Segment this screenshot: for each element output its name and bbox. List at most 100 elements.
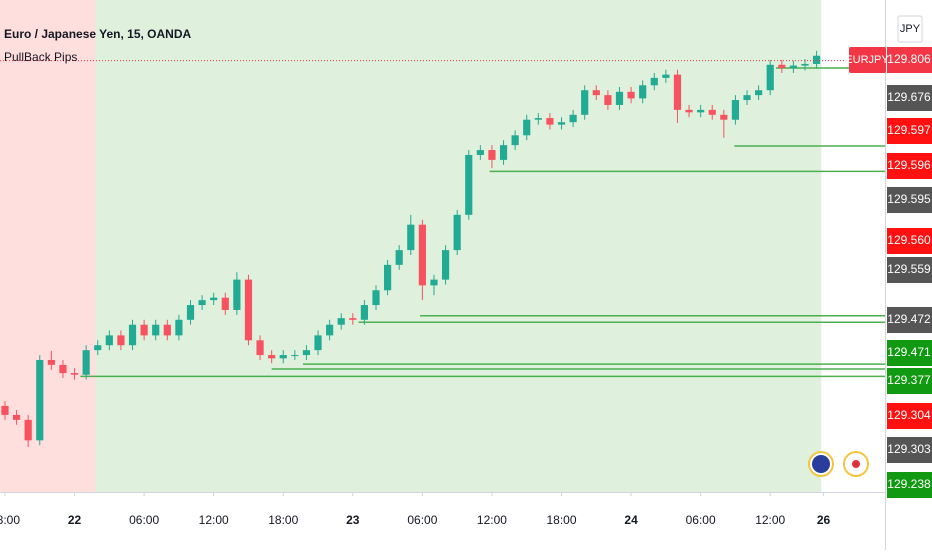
candle-body	[534, 118, 542, 120]
candle-body	[569, 114, 577, 123]
candle-body	[302, 350, 311, 356]
price-label-bg	[887, 47, 932, 73]
candle-body	[384, 264, 392, 291]
price-label-bg	[887, 257, 932, 283]
candle-body	[186, 305, 195, 320]
price-label-bg	[887, 85, 932, 111]
x-tick-label: 18:00	[0, 513, 20, 527]
candle-body	[140, 324, 148, 336]
candle-body	[627, 91, 635, 99]
chart-title: Euro / Japanese Yen, 15, OANDA	[4, 27, 192, 41]
price-label-bg	[887, 153, 932, 179]
candle-body	[152, 324, 160, 336]
candle-body	[279, 355, 287, 359]
candle-body	[82, 350, 90, 375]
price-label-bg	[887, 187, 932, 213]
candle-body	[615, 91, 624, 105]
price-label: 129.303	[887, 442, 931, 456]
candle-body	[395, 250, 403, 265]
candle-body	[801, 63, 809, 66]
candle-body	[24, 419, 32, 441]
price-label: 129.377	[887, 373, 931, 387]
candle-body	[430, 279, 438, 286]
candle-body	[662, 74, 670, 78]
candle-body	[546, 118, 554, 125]
candle-body	[511, 135, 519, 146]
candle-body	[441, 250, 450, 280]
candle-body	[326, 324, 334, 336]
candle-body	[128, 324, 137, 346]
candle-body	[650, 77, 658, 86]
price-label: 129.676	[887, 90, 931, 104]
x-tick-label: 22	[68, 513, 82, 527]
candle-body	[720, 114, 728, 120]
candle-body	[465, 154, 473, 215]
candle-body	[557, 122, 566, 125]
candle-body	[743, 95, 751, 101]
candle-body	[198, 300, 206, 306]
price-label-bg	[887, 403, 932, 429]
candle-body	[1, 405, 9, 415]
price-label: 129.596	[887, 158, 931, 172]
candle-body	[175, 319, 183, 336]
price-label: 129.597	[887, 123, 931, 137]
candle-body	[59, 364, 67, 374]
candle-body	[673, 74, 682, 110]
price-label-bg	[887, 307, 932, 333]
x-tick-label: 12:00	[199, 513, 229, 527]
candle-body	[418, 224, 426, 286]
currency-button[interactable]: JPY	[900, 23, 921, 35]
jp-flag	[852, 460, 860, 468]
price-label: 129.472	[887, 312, 931, 326]
candle-body	[604, 95, 612, 105]
eu-flag	[812, 455, 830, 473]
candle-body	[117, 335, 125, 346]
price-label: 129.560	[887, 233, 931, 247]
candle-body	[12, 414, 21, 420]
event-icon[interactable]	[808, 451, 834, 477]
candle-body	[499, 145, 508, 160]
price-label: 129.304	[887, 408, 931, 422]
x-tick-label: 12:00	[477, 513, 507, 527]
event-icon[interactable]	[843, 451, 869, 477]
candle-body	[233, 279, 241, 310]
candle-body	[349, 318, 357, 320]
candle-body	[291, 355, 299, 357]
candle-body	[778, 64, 786, 69]
candle-body	[210, 297, 218, 301]
x-tick-label: 18:00	[268, 513, 298, 527]
price-label-bg	[887, 368, 932, 394]
candle-body	[407, 224, 415, 251]
candle-body	[789, 65, 797, 69]
price-label: 129.806	[887, 52, 931, 66]
price-label: 129.559	[887, 262, 931, 276]
x-tick-label: 06:00	[686, 513, 716, 527]
price-label-bg	[887, 472, 932, 498]
candle-body	[70, 373, 79, 375]
candle-body	[453, 214, 461, 251]
x-tick-label: 12:00	[755, 513, 785, 527]
candle-body	[268, 355, 276, 359]
price-label-bg	[887, 228, 932, 254]
x-tick-label: 24	[624, 513, 638, 527]
candle-body	[221, 297, 229, 310]
candle-body	[360, 305, 369, 320]
candle-body	[812, 55, 821, 64]
candle-body	[244, 279, 253, 341]
indicator-name[interactable]: PullBack Pips	[4, 50, 77, 64]
x-tick-label: 23	[346, 513, 360, 527]
price-label-bg	[887, 437, 932, 463]
candle-body	[256, 340, 264, 356]
candle-body	[708, 109, 716, 115]
candle-body	[476, 150, 484, 155]
candle-body	[592, 90, 600, 96]
session-zone	[0, 0, 96, 492]
currency-button-bg[interactable]	[897, 15, 923, 43]
candle-body	[105, 335, 113, 346]
x-tick-label: 06:00	[129, 513, 159, 527]
candle-body	[766, 64, 774, 91]
price-label-bg	[887, 340, 932, 366]
candle-body	[581, 90, 589, 115]
candle-body	[163, 324, 171, 336]
